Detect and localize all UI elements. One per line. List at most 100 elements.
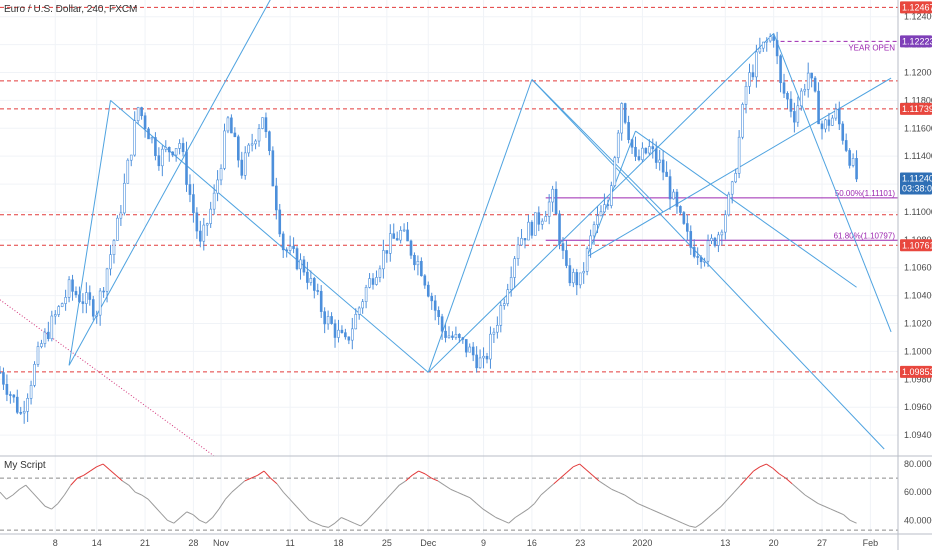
indicator-segment bbox=[205, 517, 213, 524]
candle-body bbox=[392, 233, 396, 239]
candle-body bbox=[558, 213, 561, 244]
x-tick-label: 20 bbox=[769, 538, 779, 548]
candle-body bbox=[779, 55, 782, 84]
candle-body bbox=[64, 297, 67, 304]
indicator-segment bbox=[676, 519, 683, 524]
candle-body bbox=[696, 256, 699, 258]
indicator-segment bbox=[778, 473, 786, 479]
candle-body bbox=[817, 90, 820, 125]
candle-body bbox=[744, 85, 748, 105]
candle-body bbox=[485, 355, 489, 360]
candle-body bbox=[361, 301, 364, 309]
candle-body bbox=[209, 208, 212, 224]
candle-body bbox=[682, 212, 686, 224]
candle-body bbox=[651, 146, 655, 150]
candle-body bbox=[623, 103, 627, 123]
indicator-segment bbox=[450, 488, 458, 493]
candle-body bbox=[799, 90, 803, 107]
candle-body bbox=[22, 411, 26, 414]
candle-body bbox=[347, 336, 351, 341]
candle-body bbox=[648, 146, 651, 154]
indicator-segment bbox=[295, 505, 304, 514]
candle-body bbox=[357, 307, 361, 315]
indicator-segment bbox=[785, 477, 793, 485]
candle-body bbox=[661, 159, 665, 173]
candle-body bbox=[502, 303, 506, 306]
candle-body bbox=[751, 72, 755, 78]
candles bbox=[0, 31, 858, 424]
x-tick-label: 18 bbox=[333, 538, 343, 548]
candle-body bbox=[67, 279, 71, 298]
candle-body bbox=[140, 107, 143, 117]
indicator-segment bbox=[817, 502, 825, 507]
candle-body bbox=[423, 275, 427, 286]
indicator-segment bbox=[669, 517, 677, 521]
candle-body bbox=[271, 150, 275, 187]
candle-body bbox=[482, 355, 485, 359]
candle-body bbox=[161, 148, 164, 167]
candle-body bbox=[344, 332, 347, 338]
indicator-segment bbox=[89, 466, 97, 472]
candle-body bbox=[306, 271, 309, 283]
candle-body bbox=[278, 209, 282, 235]
candle-body bbox=[616, 132, 620, 159]
candle-body bbox=[620, 103, 623, 134]
x-tick-label: 28 bbox=[188, 538, 198, 548]
candle-body bbox=[281, 233, 285, 251]
candle-body bbox=[755, 51, 758, 78]
indicator-segment bbox=[237, 480, 246, 487]
indicator-segment bbox=[566, 466, 574, 473]
candle-body bbox=[610, 185, 613, 206]
candle-body bbox=[844, 140, 848, 151]
candle-body bbox=[492, 331, 496, 335]
candle-body bbox=[433, 300, 437, 311]
candle-body bbox=[692, 247, 696, 257]
candle-body bbox=[371, 278, 375, 285]
price-tag bbox=[900, 102, 932, 115]
indicator-segment bbox=[392, 484, 400, 493]
candle-body bbox=[641, 147, 644, 160]
candle-body bbox=[627, 122, 630, 140]
indicator-segment bbox=[791, 483, 799, 490]
candle-body bbox=[164, 146, 168, 150]
pink-trendline bbox=[0, 299, 215, 457]
indicator-segment bbox=[379, 498, 387, 507]
indicator-segment bbox=[128, 484, 136, 493]
indicator-segment bbox=[469, 497, 477, 504]
indicator-segment bbox=[315, 522, 323, 527]
candle-body bbox=[841, 123, 845, 141]
indicator-y-tick: 40.00000 bbox=[904, 515, 932, 525]
candle-body bbox=[309, 278, 313, 283]
indicator-segment bbox=[154, 505, 162, 514]
price-tag bbox=[900, 239, 932, 252]
candle-body bbox=[26, 398, 29, 412]
candle-body bbox=[350, 328, 354, 341]
fib-level-label: 50.00%(1.11101) bbox=[835, 189, 896, 198]
candle-body bbox=[216, 179, 219, 194]
candle-body bbox=[568, 265, 572, 284]
indicator-y-tick: 60.00000 bbox=[904, 487, 932, 497]
candle-body bbox=[33, 364, 36, 386]
candle-body bbox=[98, 290, 102, 316]
candle-body bbox=[2, 372, 5, 385]
candle-body bbox=[430, 295, 434, 302]
candle-body bbox=[806, 72, 810, 90]
candle-body bbox=[78, 294, 81, 302]
x-tick-label: 9 bbox=[481, 538, 486, 548]
candle-body bbox=[468, 346, 472, 353]
candle-body bbox=[578, 272, 582, 286]
candle-body bbox=[95, 314, 99, 317]
candle-body bbox=[237, 136, 240, 161]
indicator-segment bbox=[772, 467, 780, 475]
indicator-segment bbox=[341, 517, 348, 521]
candle-body bbox=[748, 72, 751, 87]
candle-body bbox=[644, 147, 648, 154]
candle-body bbox=[426, 284, 430, 297]
indicator-segment bbox=[630, 498, 638, 504]
candle-body bbox=[174, 148, 178, 156]
candle-body bbox=[551, 188, 554, 203]
channel-line bbox=[110, 100, 429, 373]
indicator-segment bbox=[83, 470, 91, 476]
indicator-segment bbox=[482, 508, 490, 514]
